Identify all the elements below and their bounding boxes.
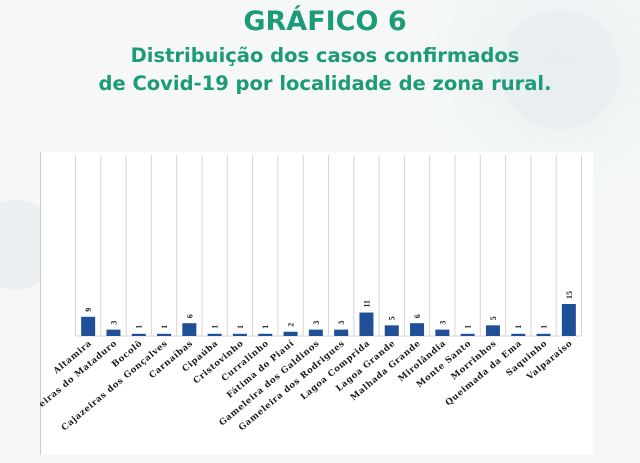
bar — [131, 333, 146, 336]
bar — [258, 333, 273, 336]
bar — [81, 316, 96, 336]
data-label: 1 — [514, 325, 523, 329]
chart-subtitle-line1: Distribuição dos casos confirmados — [130, 44, 520, 67]
bar — [334, 329, 349, 336]
data-label: 3 — [109, 321, 118, 325]
data-label: 3 — [312, 321, 321, 325]
bar — [308, 329, 323, 336]
background-virus-decoration — [500, 10, 620, 130]
data-label: 1 — [236, 325, 245, 329]
data-label: 3 — [438, 321, 447, 325]
bar — [410, 323, 425, 336]
bar — [359, 312, 374, 336]
data-label: 6 — [413, 314, 422, 318]
bar — [460, 333, 475, 336]
chart-panel — [40, 152, 593, 455]
bar — [106, 329, 121, 336]
bar — [232, 333, 247, 336]
bar — [384, 325, 399, 336]
data-label: 15 — [565, 291, 574, 299]
data-label: 1 — [540, 325, 549, 329]
data-label: 11 — [362, 300, 371, 308]
data-label: 1 — [261, 325, 270, 329]
data-label: 3 — [337, 321, 346, 325]
chart-title: GRÁFICO 6 — [243, 6, 407, 37]
data-label: 5 — [388, 316, 397, 320]
chart-subtitle-line2: de Covid-19 por localidade de zona rural… — [98, 72, 552, 95]
data-label: 1 — [135, 325, 144, 329]
bar — [435, 329, 450, 336]
data-label: 1 — [211, 325, 220, 329]
data-label: 1 — [160, 325, 169, 329]
bar — [283, 331, 298, 336]
bar — [485, 325, 500, 336]
data-label: 5 — [489, 316, 498, 320]
data-label: 2 — [287, 323, 296, 327]
bar — [157, 333, 172, 336]
bar — [561, 304, 576, 336]
bar — [511, 333, 526, 336]
data-label: 9 — [84, 308, 93, 312]
bar — [182, 323, 197, 336]
bar — [536, 333, 551, 336]
data-label: 6 — [185, 314, 194, 318]
data-label: 1 — [464, 325, 473, 329]
bar — [207, 333, 222, 336]
